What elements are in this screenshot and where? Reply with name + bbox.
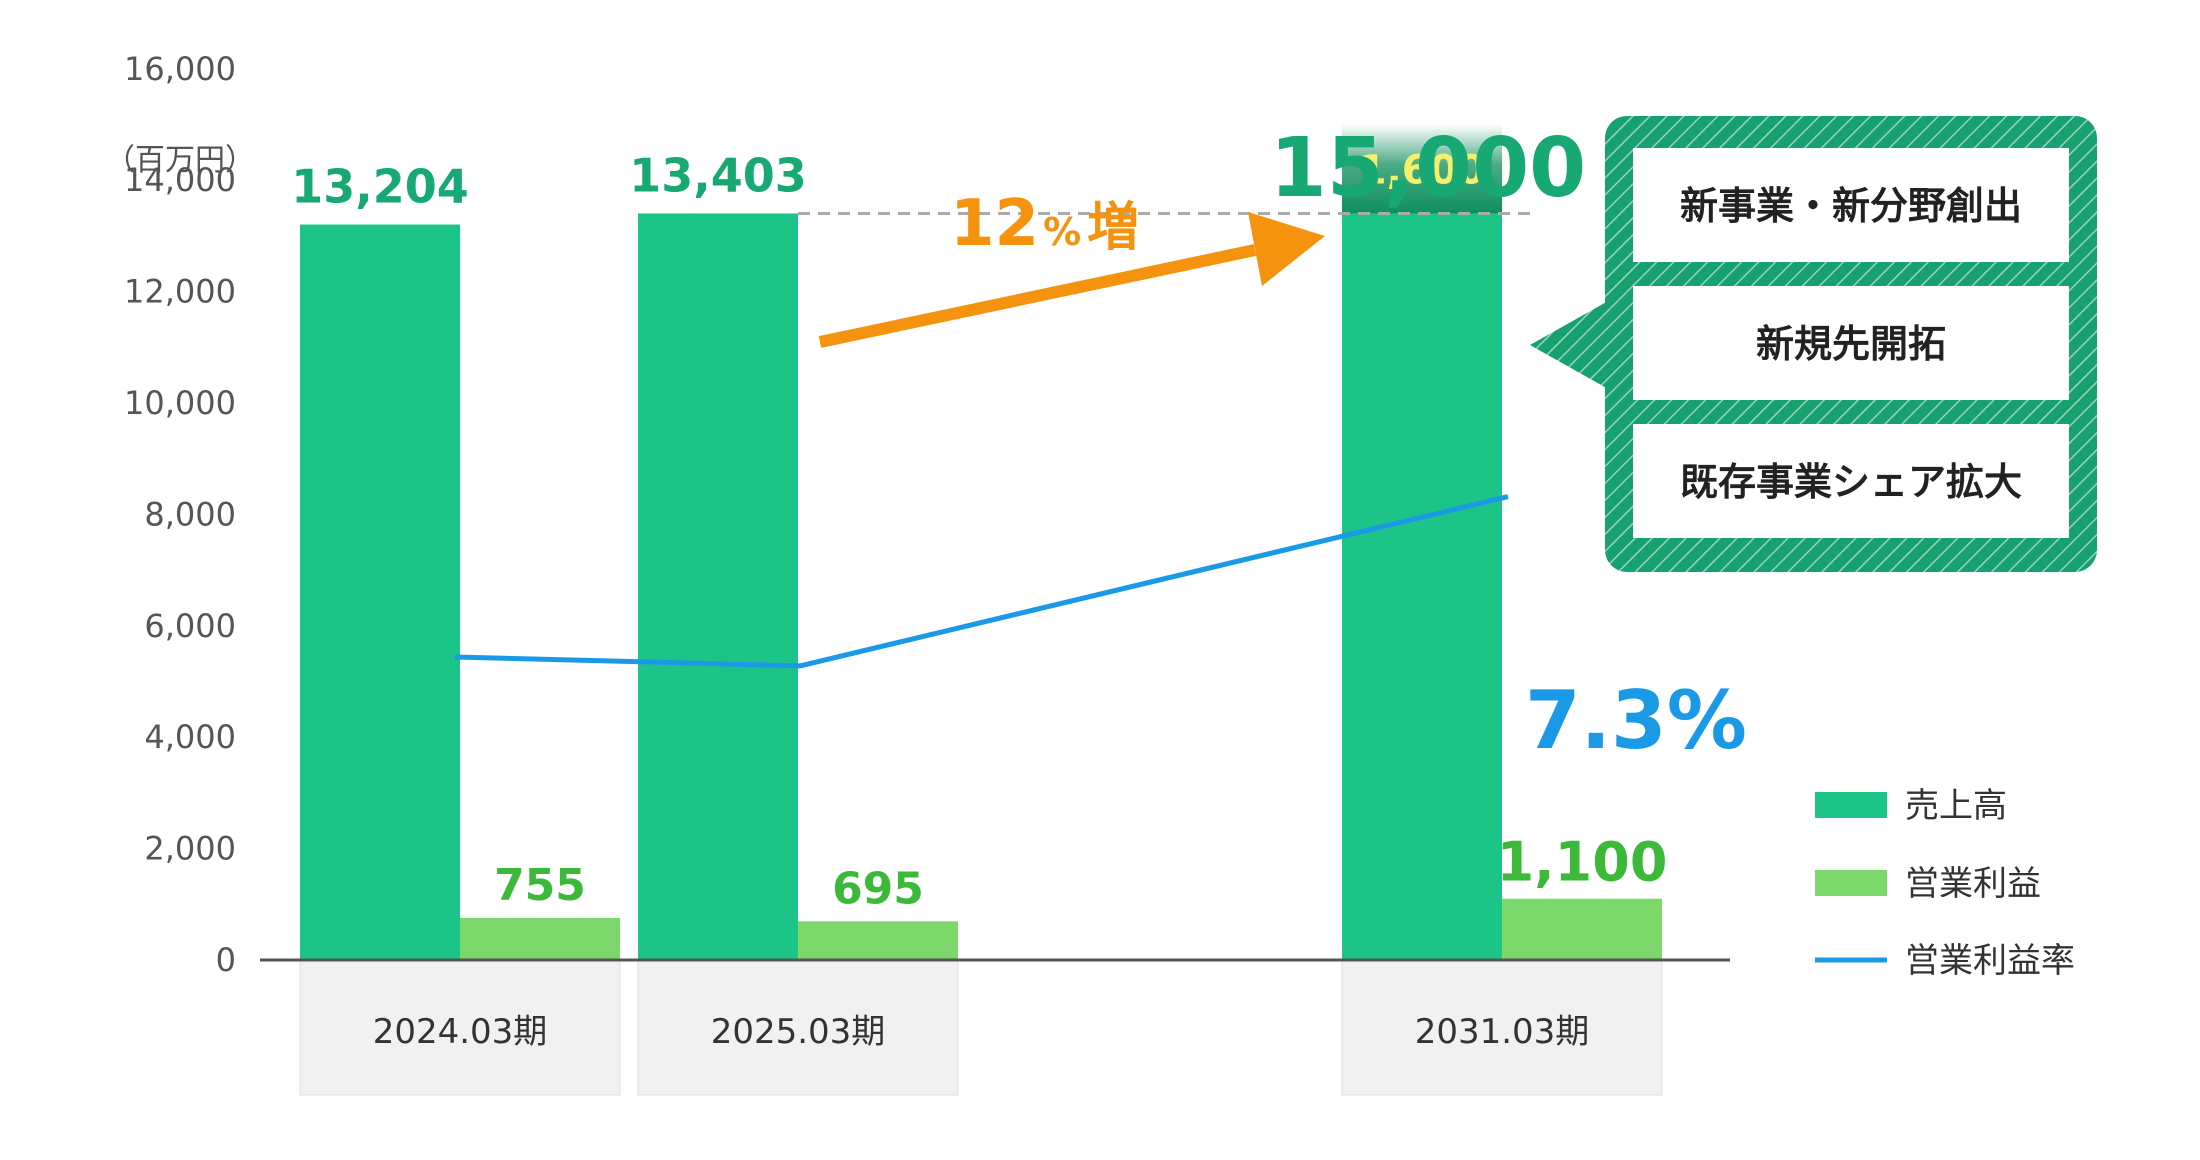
growth-arrow-shaft bbox=[818, 244, 1257, 348]
y-tick-label: 6,000 bbox=[144, 607, 236, 645]
y-tick-label: 12,000 bbox=[124, 273, 236, 311]
profit-value-label: 695 bbox=[832, 863, 924, 914]
margin-line bbox=[454, 494, 1509, 669]
growth-segment-label: 1,600 bbox=[1359, 147, 1486, 193]
callout-item bbox=[1633, 148, 2069, 262]
callout-item-label: 新事業・新分野創出 bbox=[1680, 184, 2022, 228]
sales-value-label: 13,204 bbox=[291, 160, 469, 214]
profit-value-label: 755 bbox=[494, 860, 586, 911]
sales-target-label: 15,000 bbox=[1270, 121, 1586, 216]
category-label: 2024.03期 bbox=[373, 1012, 548, 1052]
y-tick-label: 10,000 bbox=[124, 384, 236, 422]
sales-value-label: 13,403 bbox=[629, 148, 807, 202]
profit-bar bbox=[460, 917, 620, 960]
y-tick-label: 14,000 bbox=[124, 161, 236, 199]
legend-label: 売上高 bbox=[1905, 786, 2007, 826]
unit-label: （百万円） bbox=[105, 143, 255, 178]
callout-item-label: 既存事業シェア拡大 bbox=[1680, 460, 2022, 504]
category-box bbox=[299, 959, 621, 1096]
y-tick-label: 2,000 bbox=[144, 830, 236, 868]
profit-bar bbox=[798, 921, 958, 960]
legend-label: 営業利益率 bbox=[1905, 941, 2075, 981]
legend-label: 営業利益 bbox=[1905, 864, 2041, 904]
sales-bar bbox=[638, 213, 798, 961]
growth-rate-number: 12 bbox=[950, 187, 1039, 261]
category-label: 2031.03期 bbox=[1415, 1012, 1590, 1052]
margin-end-label: 7.3% bbox=[1525, 674, 1747, 767]
growth-segment bbox=[1342, 124, 1502, 214]
y-tick-label: 4,000 bbox=[144, 718, 236, 756]
category-box bbox=[1341, 959, 1663, 1096]
legend-swatch bbox=[1815, 792, 1887, 818]
sales-bar bbox=[1342, 213, 1502, 961]
growth-rate-unit: % bbox=[1043, 210, 1081, 254]
growth-arrow-head bbox=[1248, 212, 1325, 286]
profit-value-label: 1,100 bbox=[1497, 831, 1668, 894]
callout-item-label: 新規先開拓 bbox=[1756, 322, 1946, 366]
category-label: 2025.03期 bbox=[711, 1012, 886, 1052]
sales-bar bbox=[300, 224, 460, 960]
y-tick-label: 16,000 bbox=[124, 50, 236, 88]
callout-item bbox=[1633, 424, 2069, 538]
legend-swatch bbox=[1815, 870, 1887, 896]
callout-item bbox=[1633, 286, 2069, 400]
y-tick-label: 0 bbox=[216, 941, 236, 979]
growth-arrow-label: 12% 増 bbox=[950, 187, 1139, 261]
callout-pointer bbox=[1530, 300, 1610, 390]
profit-bar bbox=[1502, 898, 1662, 960]
growth-rate-suffix: 増 bbox=[1087, 198, 1139, 258]
y-tick-label: 8,000 bbox=[144, 495, 236, 533]
